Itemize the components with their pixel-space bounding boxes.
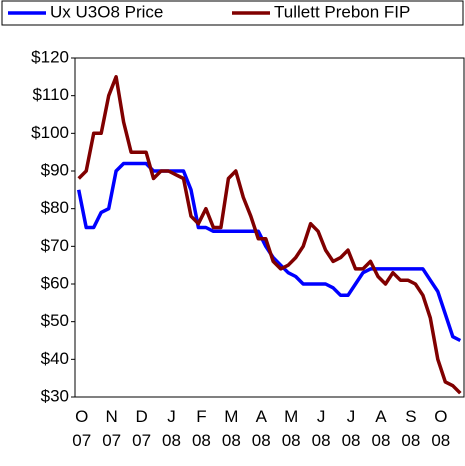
y-tick-label: $70	[41, 236, 69, 255]
y-tick-label: $40	[41, 349, 69, 368]
y-tick-label: $80	[41, 198, 69, 217]
x-tick-label: A 08	[371, 407, 391, 450]
legend-label: Tullett Prebon FIP	[274, 2, 410, 21]
y-tick-label: $90	[41, 160, 69, 179]
x-tick-label: M 08	[221, 407, 241, 450]
plot-frame	[74, 57, 465, 398]
x-tick-label: O 08	[431, 407, 451, 450]
x-tick-label: N 07	[102, 407, 122, 450]
y-tick-label: $50	[41, 311, 69, 330]
x-tick-label: J 08	[341, 407, 361, 450]
series-line	[77, 75, 462, 395]
x-tick-label: A 08	[251, 407, 271, 450]
y-tick-label: $110	[32, 85, 69, 104]
y-tick-label: $120	[31, 47, 69, 66]
x-tick-label: J 08	[162, 407, 181, 450]
x-tick-label: S 08	[401, 407, 421, 450]
legend-label: Ux U3O8 Price	[50, 2, 163, 21]
x-tick-label: J 08	[311, 407, 331, 450]
x-tick-label: D 07	[132, 407, 152, 450]
x-tick-label: F 08	[191, 407, 211, 450]
x-tick-label: M 08	[281, 407, 301, 450]
x-tick-label: O 07	[72, 407, 92, 450]
y-tick-label: $100	[31, 123, 69, 142]
y-tick-label: $30	[41, 386, 69, 405]
y-tick-label: $60	[41, 273, 69, 292]
